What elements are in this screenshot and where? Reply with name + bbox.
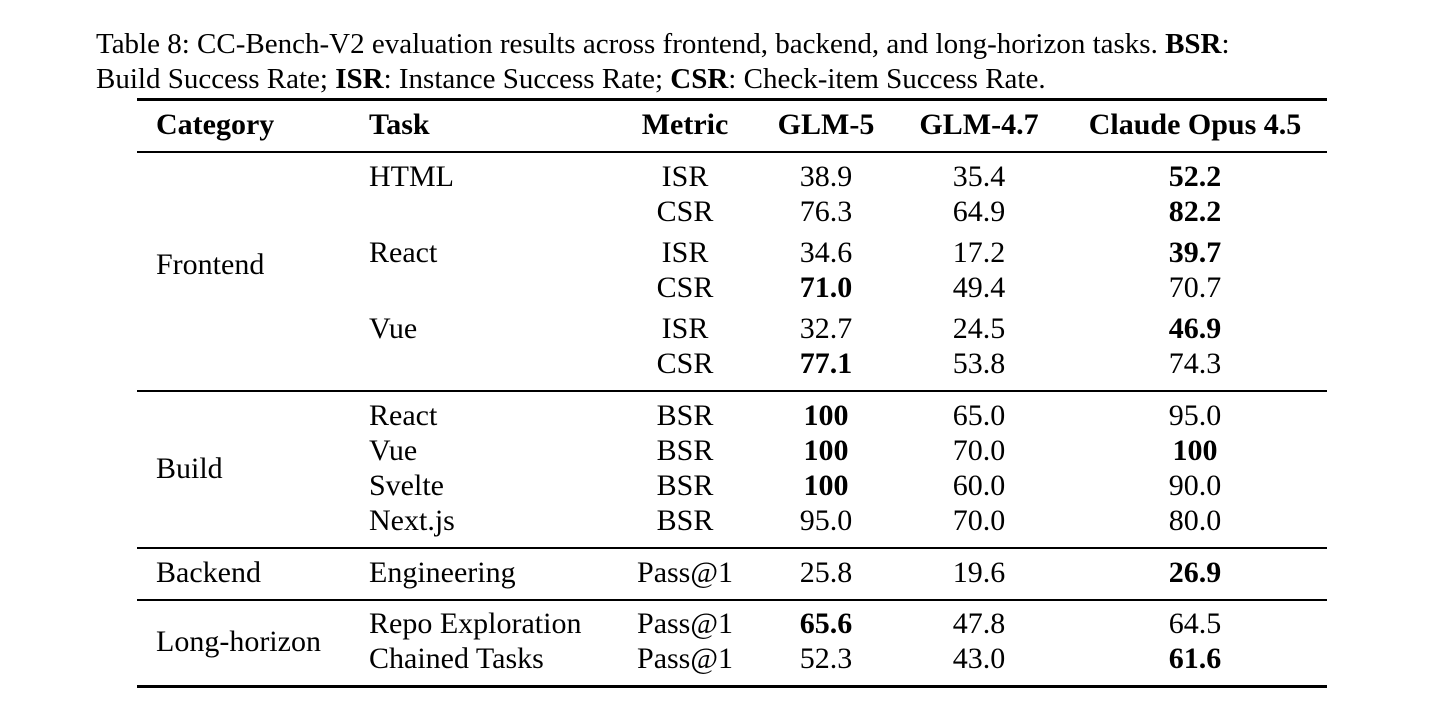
cell-task: Chained Tasks — [369, 642, 544, 675]
category-frontend: Frontend — [156, 248, 265, 281]
header-glm5: GLM-5 — [777, 108, 875, 141]
cell-glm47: 70.0 — [952, 434, 1006, 467]
cell-glm47: 65.0 — [952, 399, 1006, 432]
header-opus: Claude Opus 4.5 — [1088, 108, 1302, 141]
cell-metric: BSR — [656, 434, 714, 467]
cell-opus: 82.2 — [1168, 195, 1222, 228]
frontend-build-rule — [137, 390, 1327, 392]
cell-task: Vue — [369, 434, 418, 467]
cell-opus: 39.7 — [1168, 236, 1222, 269]
cell-opus: 95.0 — [1168, 399, 1222, 432]
cell-glm5: 100 — [803, 469, 849, 502]
cell-glm5: 100 — [803, 399, 849, 432]
cell-glm5: 71.0 — [799, 271, 853, 304]
cell-glm47: 35.4 — [952, 160, 1006, 193]
cell-glm5: 100 — [803, 434, 849, 467]
category-build: Build — [156, 452, 223, 485]
caption-bsr-abbr: BSR — [1165, 28, 1222, 60]
cell-opus: 80.0 — [1168, 504, 1222, 537]
caption-prefix: Table 8: CC-Bench-V2 evaluation results … — [96, 28, 1166, 60]
caption-csr-def: : Check-item Success Rate. — [728, 63, 1046, 95]
cell-glm5: 76.3 — [799, 195, 853, 228]
cell-task: Svelte — [369, 469, 444, 502]
cell-metric: Pass@1 — [637, 642, 733, 675]
caption-csr-abbr: CSR — [670, 63, 729, 95]
cell-glm5: 32.7 — [799, 312, 853, 345]
caption-isr-abbr: ISR — [335, 63, 384, 95]
cell-metric: Pass@1 — [637, 556, 733, 589]
cell-glm47: 53.8 — [952, 347, 1006, 380]
cell-opus: 64.5 — [1168, 607, 1222, 640]
header-glm47: GLM-4.7 — [919, 108, 1039, 141]
cell-opus: 61.6 — [1168, 642, 1222, 675]
cell-metric: Pass@1 — [637, 607, 733, 640]
cell-glm47: 19.6 — [952, 556, 1006, 589]
cell-metric: CSR — [656, 195, 714, 228]
cell-metric: ISR — [661, 236, 709, 269]
cell-task: React — [369, 399, 438, 432]
cell-glm47: 60.0 — [952, 469, 1006, 502]
cell-glm47: 24.5 — [952, 312, 1006, 345]
cell-opus: 100 — [1172, 434, 1218, 467]
category-long-horizon: Long-horizon — [156, 625, 321, 658]
cell-opus: 90.0 — [1168, 469, 1222, 502]
cell-opus: 74.3 — [1168, 347, 1222, 380]
cell-metric: ISR — [661, 160, 709, 193]
header-metric: Metric — [641, 108, 729, 141]
cell-metric: BSR — [656, 469, 714, 502]
cell-glm5: 34.6 — [799, 236, 853, 269]
cell-glm47: 49.4 — [952, 271, 1006, 304]
cell-opus: 70.7 — [1168, 271, 1222, 304]
cell-glm5: 95.0 — [799, 504, 853, 537]
cell-task: Repo Exploration — [369, 607, 582, 640]
category-backend: Backend — [156, 556, 261, 589]
cell-glm47: 47.8 — [952, 607, 1006, 640]
backend-longhorizon-rule — [137, 599, 1327, 601]
cell-metric: BSR — [656, 504, 714, 537]
cell-metric: ISR — [661, 312, 709, 345]
cell-glm5: 65.6 — [799, 607, 853, 640]
cell-glm47: 17.2 — [952, 236, 1006, 269]
cell-task: Vue — [369, 312, 418, 345]
cell-task: HTML — [369, 160, 454, 193]
cell-glm5: 52.3 — [799, 642, 853, 675]
header-rule — [137, 151, 1327, 153]
cell-opus: 46.9 — [1168, 312, 1222, 345]
caption-isr-def: : Instance Success Rate; — [383, 63, 671, 95]
cell-opus: 52.2 — [1168, 160, 1222, 193]
cell-metric: BSR — [656, 399, 714, 432]
caption-bsr-colon: : — [1221, 28, 1230, 60]
caption-bsr-def: Build Success Rate; — [96, 63, 336, 95]
cell-glm47: 70.0 — [952, 504, 1006, 537]
cell-metric: CSR — [656, 271, 714, 304]
cell-task: Next.js — [369, 504, 455, 537]
cell-metric: CSR — [656, 347, 714, 380]
table-caption: Table 8: CC-Bench-V2 evaluation results … — [96, 27, 1386, 97]
cell-task: React — [369, 236, 438, 269]
header-task: Task — [369, 108, 430, 141]
cell-opus: 26.9 — [1168, 556, 1222, 589]
cell-glm47: 43.0 — [952, 642, 1006, 675]
cell-glm47: 64.9 — [952, 195, 1006, 228]
cell-glm5: 25.8 — [799, 556, 853, 589]
cell-glm5: 77.1 — [799, 347, 853, 380]
build-backend-rule — [137, 547, 1327, 549]
cell-glm5: 38.9 — [799, 160, 853, 193]
bottom-rule — [137, 685, 1327, 688]
header-category: Category — [156, 108, 275, 141]
top-rule — [137, 98, 1327, 101]
cell-task: Engineering — [369, 556, 516, 589]
